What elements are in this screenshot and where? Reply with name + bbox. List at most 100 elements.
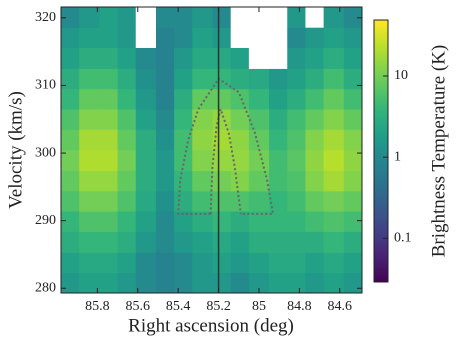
heatmap-cell: [192, 7, 213, 28]
heatmap-cell: [343, 190, 363, 212]
heatmap-cell: [343, 149, 363, 172]
heatmap-cell: [230, 129, 250, 151]
heatmap-cell: [135, 272, 157, 294]
heatmap-cell: [61, 129, 80, 151]
heatmap-cell: [305, 252, 325, 274]
heatmap-cell: [230, 211, 250, 232]
heatmap-cell: [174, 190, 193, 212]
heatmap-cell: [61, 7, 80, 28]
heatmap-cell: [343, 88, 363, 110]
heatmap-cell: [248, 272, 270, 294]
heatmap-cell: [135, 170, 157, 192]
heatmap-cell: [212, 27, 232, 48]
heatmap-cell: [323, 47, 345, 69]
heatmap-cell: [174, 272, 193, 294]
heatmap-cell: [230, 109, 250, 130]
plot-frame: [60, 6, 363, 294]
heatmap-cell: [135, 149, 157, 172]
heatmap-cell: [174, 129, 193, 151]
heatmap-cell: [174, 88, 193, 110]
heatmap-cell: [117, 27, 137, 48]
colorbar: [373, 19, 389, 283]
y-tick-label: 310: [35, 78, 56, 93]
heatmap-cell: [287, 88, 306, 110]
heatmap-cell: [61, 231, 80, 253]
heatmap-cell: [117, 129, 137, 151]
heatmap-cell: [99, 252, 118, 274]
heatmap-cell: [343, 47, 363, 69]
heatmap-cell: [61, 27, 80, 48]
heatmap-cell: [248, 47, 270, 69]
heatmap-cell: [323, 170, 345, 192]
heatmap-cell: [343, 68, 363, 90]
heatmap-cell: [135, 252, 157, 274]
heatmap-cell: [269, 7, 288, 28]
heatmap-cell: [287, 129, 306, 151]
colorbar-tick-label: 0.1: [394, 231, 412, 246]
heatmap-cell: [61, 88, 80, 110]
heatmap-cell: [192, 129, 213, 151]
heatmap-cell: [79, 170, 100, 192]
heatmap-cell: [248, 149, 270, 172]
heatmap-cell: [117, 47, 137, 69]
heatmap-cell: [61, 190, 80, 212]
heatmap-cell: [117, 272, 137, 294]
heatmap-cell: [212, 88, 232, 110]
heatmap-cell: [248, 170, 270, 192]
heatmap-cell: [99, 7, 118, 28]
heatmap-cell: [287, 7, 306, 28]
x-tick-label: 85.2: [206, 299, 231, 314]
heatmap-cell: [212, 231, 232, 253]
heatmap-cell: [192, 27, 213, 48]
heatmap-cell: [212, 190, 232, 212]
heatmap-cell: [155, 7, 175, 28]
heatmap-cell: [155, 231, 175, 253]
heatmap-cell: [323, 68, 345, 90]
heatmap-cell: [99, 231, 118, 253]
heatmap-cell: [61, 68, 80, 90]
heatmap-cell: [155, 88, 175, 110]
heatmap-cell: [192, 231, 213, 253]
heatmap-cell: [117, 231, 137, 253]
x-axis-label: Right ascension (deg): [128, 315, 294, 336]
heatmap-cell: [79, 149, 100, 172]
heatmap-cell: [117, 7, 137, 28]
heatmap-cell: [287, 47, 306, 69]
heatmap-cell: [248, 109, 270, 130]
heatmap-cell: [287, 149, 306, 172]
heatmap-cell: [323, 272, 345, 294]
heatmap-cell: [248, 211, 270, 232]
heatmap-cell: [305, 190, 325, 212]
heatmap-cell: [117, 190, 137, 212]
heatmap-cell: [79, 109, 100, 130]
heatmap-cell: [305, 47, 325, 69]
heatmap-cell: [79, 252, 100, 274]
heatmap-cell: [155, 190, 175, 212]
colorbar-label: Brightness Temperature (K): [428, 45, 449, 258]
heatmap-cell: [269, 190, 288, 212]
y-tick-label: 300: [35, 145, 56, 160]
heatmap-cell: [61, 211, 80, 232]
heatmap-cell: [61, 109, 80, 130]
heatmap-cell: [192, 109, 213, 130]
heatmap-cell: [174, 7, 193, 28]
heatmap-cell: [287, 27, 306, 48]
y-axis-label: Velocity (km/s): [5, 91, 26, 209]
heatmap-cell: [323, 149, 345, 172]
heatmap-cell: [79, 190, 100, 212]
heatmap-cell: [230, 7, 250, 28]
heatmap-cell: [135, 190, 157, 212]
x-tick-label: 85: [252, 299, 266, 314]
heatmap-cell: [343, 109, 363, 130]
heatmap-cell: [230, 68, 250, 90]
heatmap-cell: [343, 252, 363, 274]
heatmap-cell: [212, 149, 232, 172]
heatmap-cell: [343, 170, 363, 192]
heatmap-cell: [79, 272, 100, 294]
heatmap-cell: [79, 47, 100, 69]
heatmap-cell: [135, 211, 157, 232]
heatmap-cell: [248, 129, 270, 151]
heatmap-cell: [212, 211, 232, 232]
heatmap-cell: [269, 88, 288, 110]
